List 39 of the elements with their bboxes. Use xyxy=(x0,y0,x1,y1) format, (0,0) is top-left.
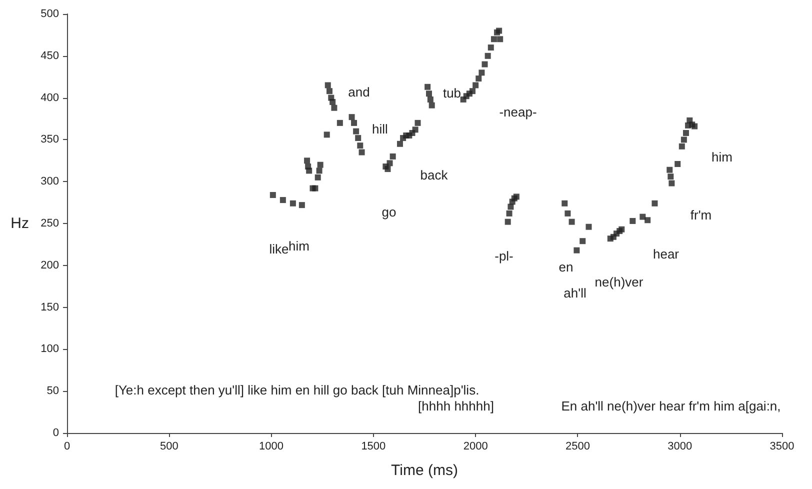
y-tick-label: 400 xyxy=(40,92,59,104)
annotation: [hhhh hhhhh] xyxy=(418,398,494,414)
annotation: -pl- xyxy=(494,248,514,264)
y-tick-label: 450 xyxy=(40,50,59,62)
y-tick-label: 300 xyxy=(40,176,59,188)
annotation: hear xyxy=(652,246,680,262)
x-tick-label: 2500 xyxy=(565,440,590,452)
y-tick-label: 500 xyxy=(40,8,59,20)
y-axis-title: Hz xyxy=(10,215,29,232)
y-tick-label: 200 xyxy=(40,259,59,272)
x-tick-label: 2000 xyxy=(463,440,488,452)
y-tick-label: 350 xyxy=(40,134,59,146)
x-tick-label: 3500 xyxy=(770,440,794,452)
x-axis-title: Time (ms) xyxy=(391,462,458,479)
x-tick-label: 1000 xyxy=(259,440,284,452)
annotation: tub xyxy=(442,86,462,100)
y-tick-label: 50 xyxy=(46,385,59,398)
annotation: him xyxy=(712,150,732,164)
x-tick-label: 1500 xyxy=(361,440,386,452)
annotation: en xyxy=(558,260,574,274)
annotation: and xyxy=(348,84,370,100)
x-tick-label: 3000 xyxy=(668,440,692,452)
annotation: En ah'll ne(h)ver hear fr'm him a[gai:n, xyxy=(561,398,781,414)
y-tick-label: 250 xyxy=(40,218,59,230)
annotation: ah'll xyxy=(564,286,586,300)
annotation: fr'm xyxy=(690,208,712,222)
annotation: ne(h)ver xyxy=(594,274,644,290)
annotation: [Ye:h except then yu'll] like him en hill go back [tuh Minnea]p'lis. xyxy=(114,382,480,398)
annotation: go xyxy=(382,204,396,220)
y-tick-label: 100 xyxy=(40,343,59,356)
annotation: hill xyxy=(372,122,388,136)
annotation: back xyxy=(420,168,448,182)
x-tick-label: 0 xyxy=(64,440,70,452)
annotation: like xyxy=(269,242,289,256)
y-tick-label: 150 xyxy=(40,301,59,314)
y-tick-label: 0 xyxy=(52,427,59,439)
x-tick-label: 500 xyxy=(160,440,178,452)
annotation: -neap- xyxy=(499,104,537,120)
annotation: him xyxy=(288,238,310,254)
